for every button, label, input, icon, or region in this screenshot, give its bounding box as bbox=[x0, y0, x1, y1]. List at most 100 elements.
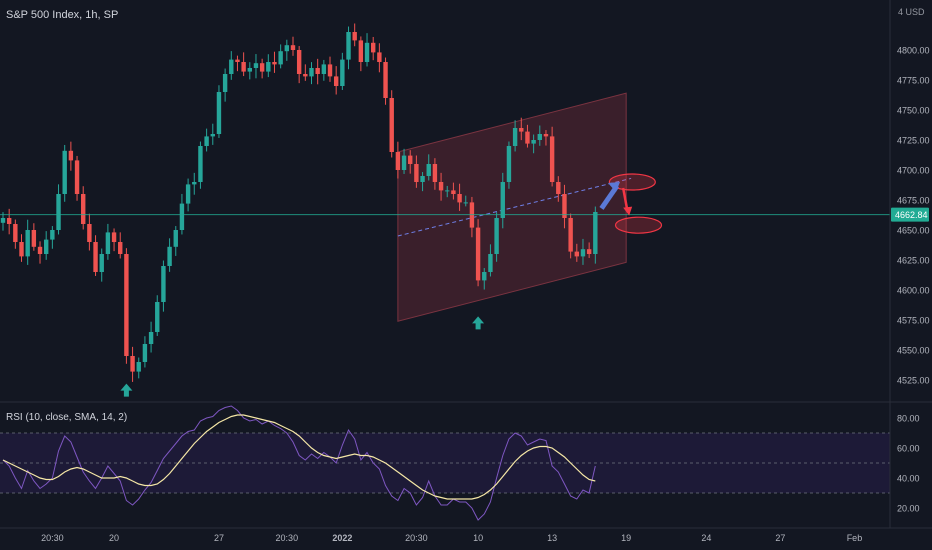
candle[interactable] bbox=[512, 120, 518, 152]
candle[interactable] bbox=[482, 268, 487, 290]
candle-body[interactable] bbox=[457, 194, 462, 203]
candle-body[interactable] bbox=[198, 146, 203, 182]
candle-body[interactable] bbox=[296, 50, 302, 74]
candle-body[interactable] bbox=[0, 218, 6, 223]
candle-body[interactable] bbox=[309, 68, 314, 77]
candle[interactable] bbox=[451, 182, 456, 200]
candle[interactable] bbox=[364, 33, 370, 67]
candle-body[interactable] bbox=[432, 164, 438, 182]
candle[interactable] bbox=[241, 52, 246, 77]
candle[interactable] bbox=[457, 183, 462, 211]
candle-body[interactable] bbox=[13, 224, 18, 242]
candle-body[interactable] bbox=[389, 98, 394, 152]
candle[interactable] bbox=[6, 208, 12, 235]
candle[interactable] bbox=[358, 36, 364, 72]
candle[interactable] bbox=[278, 44, 283, 69]
candle-body[interactable] bbox=[161, 266, 166, 302]
candle[interactable] bbox=[309, 62, 314, 85]
candle[interactable] bbox=[142, 336, 148, 368]
candle-body[interactable] bbox=[235, 59, 240, 62]
candle[interactable] bbox=[87, 213, 92, 251]
candle-body[interactable] bbox=[272, 62, 277, 65]
candle-body[interactable] bbox=[321, 64, 327, 74]
candle-body[interactable] bbox=[241, 62, 246, 72]
candle-body[interactable] bbox=[580, 249, 586, 257]
candle-body[interactable] bbox=[414, 164, 419, 182]
target-ellipse[interactable] bbox=[614, 216, 663, 234]
candle[interactable] bbox=[333, 66, 339, 95]
candle[interactable] bbox=[136, 357, 141, 379]
candle-body[interactable] bbox=[167, 246, 172, 266]
candle-body[interactable] bbox=[148, 332, 154, 344]
candle[interactable] bbox=[222, 68, 228, 102]
candle[interactable] bbox=[445, 185, 450, 198]
candle[interactable] bbox=[389, 90, 394, 158]
candle-body[interactable] bbox=[179, 203, 185, 230]
candle[interactable] bbox=[148, 321, 154, 353]
candle-body[interactable] bbox=[445, 190, 450, 192]
candle[interactable] bbox=[259, 58, 265, 79]
candle-body[interactable] bbox=[543, 134, 549, 137]
candle[interactable] bbox=[556, 176, 561, 202]
candle[interactable] bbox=[130, 346, 135, 382]
candle-body[interactable] bbox=[130, 356, 135, 372]
candle[interactable] bbox=[99, 248, 104, 282]
candle-body[interactable] bbox=[247, 68, 252, 72]
candle-body[interactable] bbox=[494, 218, 499, 254]
candle-body[interactable] bbox=[346, 32, 351, 60]
candle-body[interactable] bbox=[56, 194, 61, 230]
candle-body[interactable] bbox=[118, 242, 123, 254]
candle-body[interactable] bbox=[222, 74, 228, 92]
candle-body[interactable] bbox=[19, 242, 24, 257]
candle[interactable] bbox=[229, 51, 234, 80]
candle[interactable] bbox=[74, 155, 80, 201]
candle[interactable] bbox=[0, 212, 6, 231]
projection-arrow-down[interactable] bbox=[621, 187, 629, 210]
candle-body[interactable] bbox=[500, 182, 505, 218]
candle[interactable] bbox=[192, 172, 197, 195]
candle-body[interactable] bbox=[284, 45, 290, 52]
candle-body[interactable] bbox=[401, 155, 407, 170]
candle[interactable] bbox=[395, 141, 401, 179]
candle-body[interactable] bbox=[81, 194, 86, 224]
candle-body[interactable] bbox=[259, 63, 265, 72]
candle[interactable] bbox=[593, 206, 598, 264]
candle-body[interactable] bbox=[556, 182, 561, 194]
candle[interactable] bbox=[19, 234, 24, 262]
candle[interactable] bbox=[537, 125, 542, 146]
candle[interactable] bbox=[426, 154, 431, 181]
candle[interactable] bbox=[50, 226, 55, 249]
candle[interactable] bbox=[586, 242, 592, 258]
candle[interactable] bbox=[31, 223, 37, 251]
candle[interactable] bbox=[500, 172, 505, 229]
candle[interactable] bbox=[247, 62, 252, 80]
candle[interactable] bbox=[81, 186, 86, 230]
candle[interactable] bbox=[173, 226, 178, 256]
candle-body[interactable] bbox=[371, 42, 376, 53]
candle-body[interactable] bbox=[87, 224, 92, 242]
candle[interactable] bbox=[253, 54, 259, 79]
candle-body[interactable] bbox=[593, 212, 598, 254]
candle-body[interactable] bbox=[438, 182, 444, 191]
channel-midline[interactable] bbox=[397, 177, 632, 237]
candle-body[interactable] bbox=[315, 68, 320, 74]
candle-body[interactable] bbox=[352, 32, 357, 41]
candle-body[interactable] bbox=[395, 152, 401, 170]
rsi-sma-line[interactable] bbox=[2, 414, 596, 500]
candle-body[interactable] bbox=[475, 227, 481, 281]
candle[interactable] bbox=[62, 144, 67, 202]
candle-body[interactable] bbox=[482, 272, 487, 281]
candle[interactable] bbox=[105, 223, 111, 260]
candle[interactable] bbox=[155, 295, 160, 336]
candle[interactable] bbox=[37, 241, 43, 264]
candle-body[interactable] bbox=[62, 150, 67, 194]
projection-arrow-up-head[interactable] bbox=[608, 182, 620, 192]
candle-body[interactable] bbox=[31, 230, 37, 247]
candle[interactable] bbox=[43, 231, 49, 260]
candle[interactable] bbox=[531, 134, 536, 154]
candle[interactable] bbox=[525, 124, 530, 148]
candle[interactable] bbox=[432, 158, 438, 190]
candle[interactable] bbox=[272, 51, 277, 73]
candle-body[interactable] bbox=[537, 134, 542, 140]
candle[interactable] bbox=[488, 244, 493, 277]
